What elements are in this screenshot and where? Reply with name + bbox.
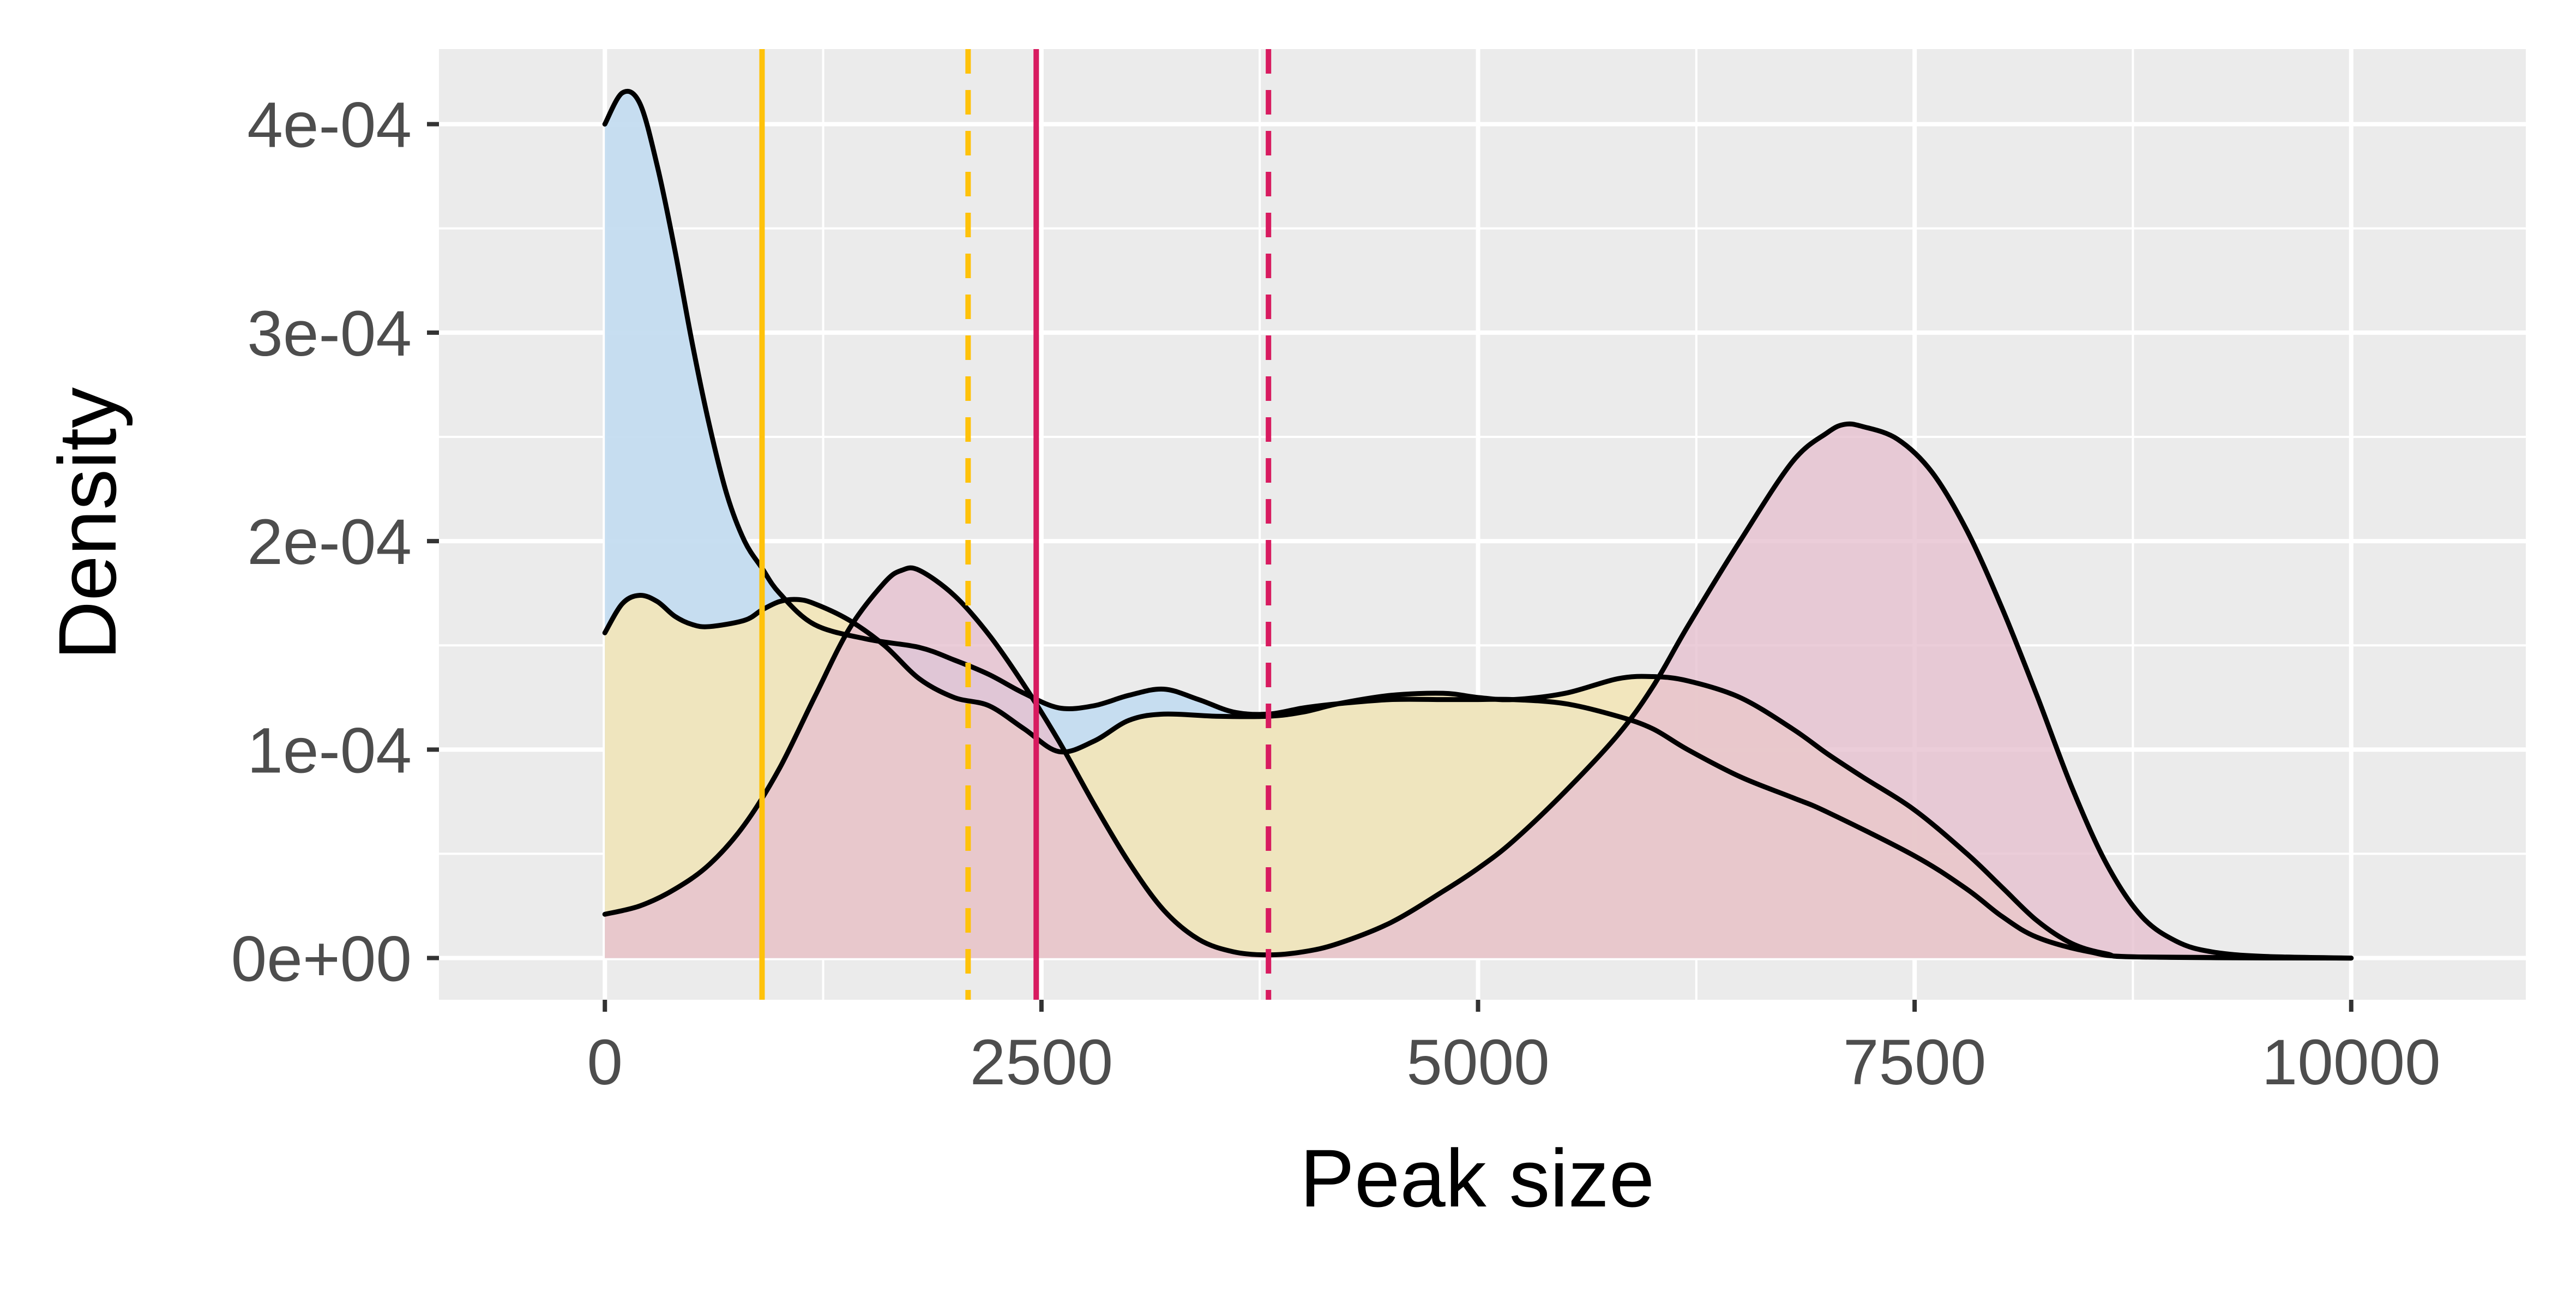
axes: 0 2500 5000 7500 10000 0e+00 1e-04 2e-04 3e-04 4e…	[231, 89, 2441, 1098]
density-areas	[602, 88, 2354, 961]
x-tick-label: 0	[587, 1026, 623, 1098]
y-axis-title: Density	[41, 387, 133, 660]
reference-lines	[759, 49, 1272, 1000]
x-axis-title: Peak size	[1300, 1132, 1654, 1224]
y-tick-label: 4e-04	[247, 89, 412, 161]
density-curve	[602, 88, 2354, 961]
density-curve	[602, 592, 2354, 961]
y-tick-label: 1e-04	[247, 714, 412, 786]
y-tick-label: 3e-04	[247, 298, 412, 370]
x-tick-label: 10000	[2262, 1026, 2441, 1098]
density-curve	[602, 421, 2354, 961]
x-tick-label: 7500	[1843, 1026, 1987, 1098]
x-tick-label: 5000	[1406, 1026, 1550, 1098]
x-tick-label: 2500	[970, 1026, 1114, 1098]
y-tick-label: 2e-04	[247, 506, 412, 578]
y-tick-label: 0e+00	[231, 923, 412, 995]
density-area-fill	[605, 424, 2351, 958]
